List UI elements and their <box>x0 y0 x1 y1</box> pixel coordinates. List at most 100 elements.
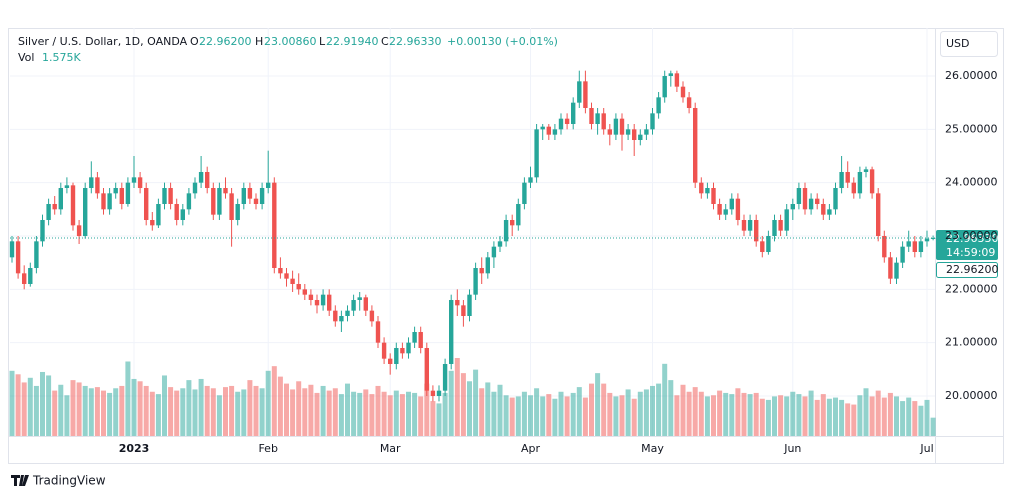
volume-bar <box>521 391 527 436</box>
candle-body <box>693 108 698 183</box>
volume-bar <box>906 397 912 436</box>
candle-body <box>644 129 649 135</box>
x-tick-label: Jul <box>919 442 933 455</box>
change-value: +0.00130 (+0.01%) <box>447 35 558 48</box>
candle-body <box>882 236 887 258</box>
volume-label: Vol <box>18 51 34 64</box>
candle-body <box>668 73 673 76</box>
volume-bar <box>491 391 497 436</box>
brand[interactable]: TradingView <box>32 474 106 488</box>
candle-body <box>930 237 936 239</box>
volume-bar <box>412 392 418 436</box>
volume-bar <box>820 394 826 436</box>
candle-body <box>223 188 228 194</box>
candle-body <box>272 182 277 268</box>
volume-bar <box>345 383 350 436</box>
volume-bar <box>534 388 540 436</box>
volume-bar <box>296 381 302 436</box>
volume-bar <box>27 377 33 436</box>
candle-body <box>747 220 753 231</box>
y-tick-label: 25.00000 <box>945 122 998 135</box>
open-label: O <box>190 35 199 48</box>
x-tick-label: Jun <box>783 442 801 455</box>
volume-bar <box>515 396 521 436</box>
candle-body <box>296 284 301 290</box>
candle-body <box>253 198 259 204</box>
volume-bar <box>229 385 235 436</box>
volume-bar <box>784 396 790 436</box>
volume-bar <box>753 392 759 436</box>
candle-body <box>418 332 423 348</box>
candle-body <box>375 321 381 343</box>
volume-bar <box>692 387 698 436</box>
candle-body <box>876 193 881 236</box>
volume-bar <box>52 390 58 436</box>
volume-bar <box>125 361 131 436</box>
candle-body <box>912 241 917 252</box>
y-tick-label: 26.00000 <box>945 69 998 82</box>
candle-body <box>796 188 802 204</box>
volume-bar <box>790 391 796 436</box>
volume-bar <box>320 385 326 436</box>
open-price-tag <box>936 261 998 278</box>
currency-button[interactable] <box>940 31 998 57</box>
volume-bar <box>259 388 265 436</box>
candle-body <box>680 86 686 98</box>
volume-bar <box>631 398 637 436</box>
volume-bar <box>869 396 875 436</box>
candle-body <box>83 188 88 236</box>
candle-body <box>156 204 161 226</box>
candle-body <box>34 241 39 268</box>
volume-bar <box>589 383 594 436</box>
candle-body <box>888 257 893 279</box>
volume-bar <box>442 392 448 436</box>
volume-bar <box>595 373 601 436</box>
candle-body <box>772 220 777 236</box>
volume-bar <box>662 363 668 436</box>
volume-bar <box>406 391 411 436</box>
volume-bar <box>802 396 808 436</box>
volume-bar <box>332 388 338 436</box>
volume-bar <box>9 370 15 436</box>
candle-body <box>290 278 295 284</box>
volume-bar <box>210 388 216 436</box>
candle-body <box>754 220 759 242</box>
candle-body <box>229 193 234 220</box>
candle-body <box>113 188 118 194</box>
volume-bar <box>894 396 899 436</box>
candle-body <box>333 310 338 322</box>
candle-body <box>650 113 655 130</box>
volume-value: 1.575K <box>42 51 81 64</box>
candle-body <box>577 81 582 103</box>
volume-bar <box>284 383 289 436</box>
candle-body <box>900 246 905 263</box>
currency: USD <box>946 37 970 50</box>
volume-bar <box>174 390 180 436</box>
volume-bar <box>509 397 515 436</box>
x-tick-label: Feb <box>258 442 277 455</box>
candle-body <box>510 220 515 226</box>
candle-body <box>144 188 149 220</box>
volume-bar <box>759 398 765 436</box>
candle-body <box>302 289 307 295</box>
candle-body <box>308 294 314 300</box>
candle-body <box>314 300 320 306</box>
candle-body <box>442 364 448 391</box>
volume-bar <box>58 384 64 436</box>
high-value: 23.00860 <box>264 35 317 48</box>
candle-body <box>833 188 838 210</box>
volume-bar <box>570 392 576 436</box>
volume-bar <box>668 380 674 436</box>
candle-body <box>40 220 45 242</box>
candle-body <box>58 188 63 210</box>
volume-bar <box>436 403 442 436</box>
candle-body <box>839 172 844 188</box>
volume-bar <box>808 390 814 436</box>
volume-bar <box>887 392 893 436</box>
volume-bar <box>704 396 710 436</box>
volume-bar <box>497 384 503 436</box>
volume-bar <box>875 390 881 436</box>
volume-bar <box>76 382 82 436</box>
volume-bar <box>387 395 393 436</box>
